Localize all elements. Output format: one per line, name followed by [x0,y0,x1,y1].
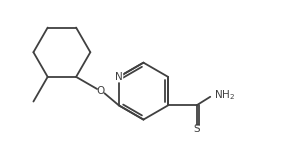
Text: S: S [193,124,200,134]
Text: NH$_2$: NH$_2$ [214,88,235,102]
Text: N: N [115,72,123,82]
Text: O: O [97,86,105,96]
